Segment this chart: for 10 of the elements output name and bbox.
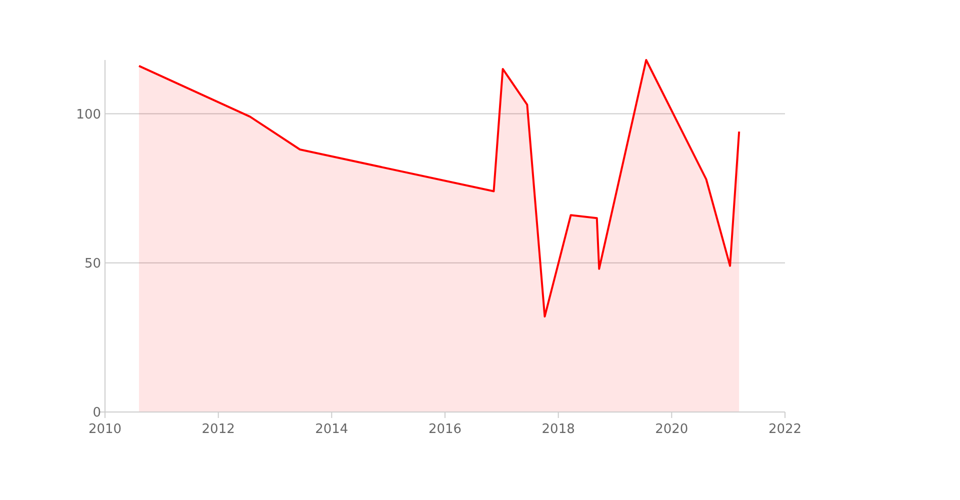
y-tick-label: 50 — [84, 256, 101, 272]
y-tick-label: 100 — [76, 107, 101, 122]
y-tick-label: 0 — [92, 406, 101, 421]
x-tick-label: 2016 — [428, 422, 462, 437]
x-tick-label: 2014 — [315, 422, 348, 437]
x-tick-label: 2010 — [88, 422, 122, 437]
x-tick-label: 2018 — [542, 422, 575, 437]
x-tick-label: 2022 — [768, 422, 802, 437]
x-tick-label: 2020 — [655, 422, 688, 437]
x-tick-label: 2012 — [202, 422, 235, 437]
